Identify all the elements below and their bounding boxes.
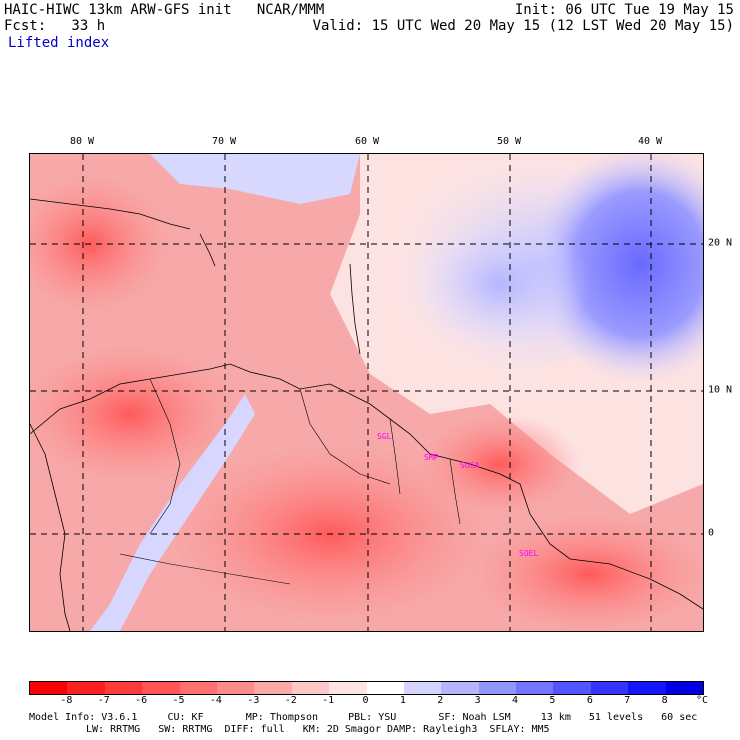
colorbar-label: -4	[209, 695, 222, 706]
colorbar-label: 1	[399, 695, 406, 706]
coast-pacific	[30, 423, 71, 631]
forecast-hour: Fcst: 33 h	[4, 18, 106, 34]
colorbar-swatch	[216, 682, 255, 694]
lat-label-0: 0	[708, 527, 715, 539]
colorbar-label: -5	[172, 695, 185, 706]
colorbar-label: -1	[322, 695, 335, 706]
coast-greater-antilles	[30, 198, 191, 230]
colorbar-swatch	[590, 682, 629, 694]
lifted-index-map	[29, 153, 704, 632]
colorbar-swatch	[254, 682, 292, 694]
map-canvas	[30, 154, 703, 631]
coastlines	[30, 198, 703, 631]
lon-label-40w: 40 W	[637, 136, 663, 147]
valid-time: Valid: 15 UTC Wed 20 May 15 (12 LST Wed …	[312, 18, 734, 34]
colorbar-label: 2	[437, 695, 444, 706]
station-soel: SOEL	[519, 549, 539, 558]
lat-label-10n: 10 N	[708, 384, 733, 396]
colorbar-label: 3	[474, 695, 481, 706]
lat-lon-grid	[30, 154, 703, 631]
colorbar-label: 6	[586, 695, 593, 706]
border-colombia-venezuela	[149, 378, 181, 535]
unstable-brazil	[470, 514, 703, 631]
station-smp: SMP	[424, 453, 439, 462]
colorbar-label: 8	[661, 695, 668, 706]
lon-label-50w: 50 W	[496, 136, 522, 147]
coast-lesser-antilles	[199, 233, 216, 267]
colorbar-label: -2	[284, 695, 297, 706]
colorbar-label: 4	[512, 695, 519, 706]
lon-label-60w: 60 W	[354, 136, 380, 147]
border-venezuela-guyana	[299, 388, 391, 485]
colorbar-label: 0	[362, 695, 369, 706]
lat-label-20n: 20 N	[708, 237, 733, 249]
colorbar-swatch	[67, 682, 105, 694]
colorbar-label: °C	[695, 695, 709, 706]
colorbar-swatch	[628, 682, 666, 694]
border-peru-brazil	[119, 553, 291, 585]
colorbar-label: 7	[624, 695, 631, 706]
colorbar-swatch	[104, 682, 143, 694]
colorbar-swatch	[179, 682, 217, 694]
colorbar-swatch	[366, 682, 404, 694]
colorbar-swatch	[291, 682, 330, 694]
field-name: Lifted index	[8, 35, 110, 51]
colorbar-swatch	[142, 682, 180, 694]
unstable-guianas	[420, 414, 580, 514]
lon-label-70w: 70 W	[211, 136, 237, 147]
model-info-line2: LW: RRTMG SW: RRTMG DIFF: full KM: 2D Sm…	[86, 724, 550, 735]
model-info-line1: Model Info: V3.6.1 CU: KF MP: Thompson P…	[29, 712, 698, 723]
colorbar-swatch	[478, 682, 517, 694]
colorbar-label: -8	[60, 695, 73, 706]
colorbar-label: -6	[135, 695, 148, 706]
coast-south-america	[30, 363, 703, 610]
model-title: HAIC-HIWC 13km ARW-GFS init NCAR/MMM	[4, 2, 325, 18]
stable-patch-center	[410, 214, 590, 354]
coast-windward-islands	[349, 263, 361, 355]
colorbar-label: 5	[549, 695, 556, 706]
colorbar-swatch	[553, 682, 591, 694]
country-borders	[119, 378, 461, 585]
andes-stable-streak	[90, 394, 255, 631]
colorbar-label: -3	[247, 695, 260, 706]
station-sgl: SGL	[377, 432, 392, 441]
colorbar-label: -7	[97, 695, 110, 706]
border-guyana-suriname	[389, 418, 401, 495]
station-soca: SOCA	[460, 461, 480, 470]
border-suriname-guiana	[449, 458, 461, 525]
colorbar	[29, 681, 704, 695]
colorbar-swatch	[441, 682, 479, 694]
init-time: Init: 06 UTC Tue 19 May 15	[514, 2, 734, 18]
stable-core-east	[530, 154, 703, 384]
colorbar-swatch	[403, 682, 442, 694]
stable-band-north	[150, 154, 360, 204]
lon-label-80w: 80 W	[69, 136, 95, 147]
colorbar-swatch	[30, 682, 68, 694]
colorbar-swatch	[329, 682, 367, 694]
colorbar-swatch	[665, 682, 704, 694]
colorbar-swatch	[516, 682, 554, 694]
unstable-colombia	[30, 344, 240, 484]
